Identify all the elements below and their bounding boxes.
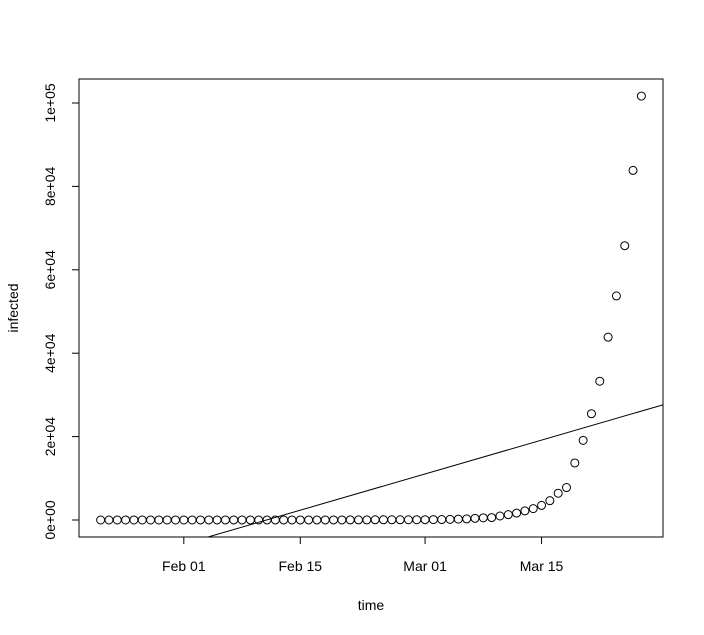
data-point [412,515,422,525]
y-tick-label: 2e+04 [42,417,58,457]
data-point [561,483,571,493]
data-point [312,515,322,525]
data-point [520,506,530,516]
data-point [403,515,413,525]
data-point [437,515,447,525]
y-tick-label: 4e+04 [42,333,58,373]
x-tick-label: Feb 15 [278,558,322,574]
data-point [287,515,297,525]
data-point [387,515,397,525]
data-point [304,515,314,525]
data-point [195,515,205,525]
data-point [146,515,156,525]
x-axis-label: time [358,597,385,613]
data-point [595,376,605,386]
data-point [187,515,197,525]
data-point [121,515,131,525]
y-axis-label: infected [5,283,21,332]
data-point [129,515,139,525]
data-point [537,500,547,510]
data-point [137,515,147,525]
data-point [545,496,555,506]
data-point [162,515,172,525]
data-point [470,513,480,523]
data-point [179,515,189,525]
data-point [636,91,646,101]
data-point [570,458,580,468]
data-point [628,165,638,175]
data-point [586,409,596,419]
data-point [370,515,380,525]
data-point [603,332,613,342]
data-point [245,515,255,525]
data-point [462,514,472,524]
data-point [503,510,513,520]
data-point [104,515,114,525]
x-tick-label: Feb 01 [162,558,206,574]
data-point [229,515,239,525]
data-point [378,515,388,525]
data-point [362,515,372,525]
data-point [453,514,463,524]
data-point [428,515,438,525]
data-point [611,291,621,301]
y-tick-label: 0e+00 [42,500,58,540]
data-point [487,513,497,523]
plot-box [78,78,664,538]
x-tick-label: Mar 01 [403,558,447,574]
data-point [171,515,181,525]
data-point [395,515,405,525]
data-point [237,515,247,525]
data-point [320,515,330,525]
data-point [295,515,305,525]
trend-line [206,404,663,537]
data-point [279,515,289,525]
data-point [553,488,563,498]
data-point [212,515,222,525]
data-point [478,513,488,523]
x-tick-label: Mar 15 [520,558,564,574]
data-point [578,435,588,445]
data-point [112,515,122,525]
data-point [420,515,430,525]
data-point [445,514,455,524]
y-tick-label: 1e+05 [42,83,58,123]
data-point [154,515,164,525]
data-point [96,515,106,525]
data-point [337,515,347,525]
data-point [329,515,339,525]
y-tick-label: 6e+04 [42,250,58,290]
data-point [220,515,230,525]
data-point [495,511,505,521]
y-tick-label: 8e+04 [42,167,58,207]
data-point [528,504,538,514]
data-point [620,241,630,251]
data-point [204,515,214,525]
data-point [512,508,522,518]
data-point [354,515,364,525]
data-point [345,515,355,525]
